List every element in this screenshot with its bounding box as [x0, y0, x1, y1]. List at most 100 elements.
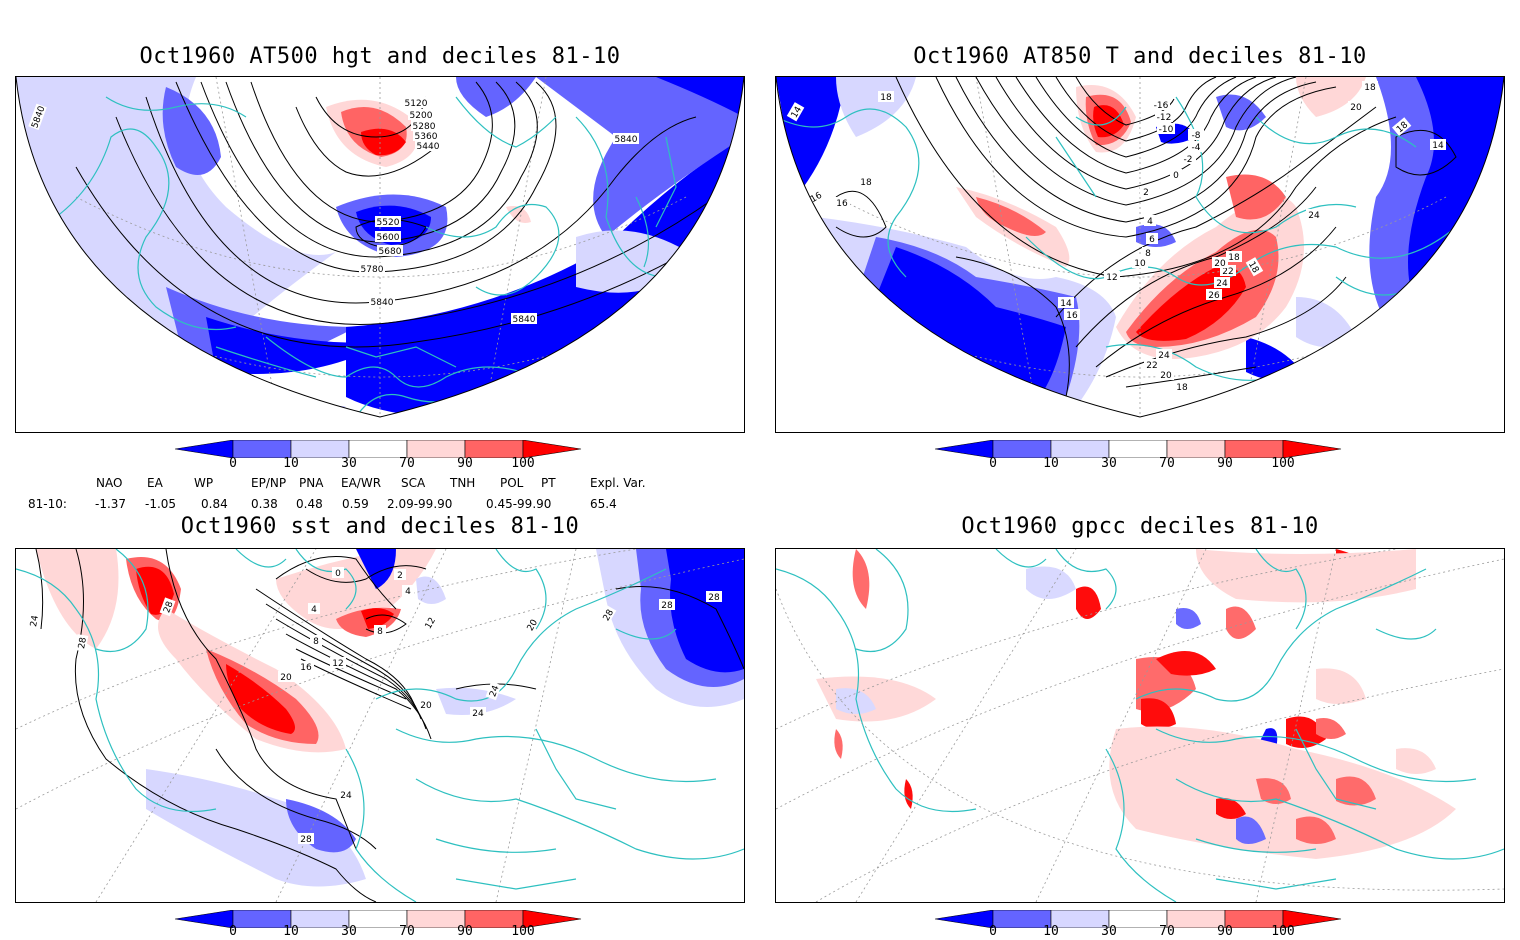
contour-label: 4	[405, 587, 411, 597]
contour-label: 5360	[415, 132, 438, 142]
index-value: 0.48	[296, 497, 323, 511]
colorbar-segment	[934, 439, 994, 459]
map-panel-z500: 5840 5120 5200 5280 5360 5440 5840 5520 …	[15, 76, 745, 433]
contour-label: 5200	[410, 111, 433, 121]
colorbar-tick: 90	[457, 456, 473, 471]
colorbar-tick: 100	[511, 456, 535, 471]
contour-label: 8	[377, 627, 383, 637]
contour-label: 5520	[377, 218, 400, 228]
colorbar-tick: 10	[283, 924, 299, 939]
contour-label: 18	[880, 93, 892, 103]
colorbar-tick: 30	[341, 924, 357, 939]
colorbar-tick: 30	[341, 456, 357, 471]
colorbar-segment	[522, 439, 582, 459]
contour-label: 4	[1147, 217, 1153, 227]
contour-label: 28	[708, 593, 720, 603]
panel-title-br: Oct1960 gpcc deciles 81-10	[961, 514, 1319, 539]
contour-label: 0	[1173, 171, 1179, 181]
contour-label: 24	[472, 709, 484, 719]
colorbar-segment	[174, 909, 234, 929]
contour-label: 28	[77, 636, 89, 649]
contour-label: 5600	[377, 233, 400, 243]
contour-label: 24	[1308, 211, 1320, 221]
colorbar-tick: 0	[229, 924, 237, 939]
colorbar-tick: 70	[399, 924, 415, 939]
colorbar-top-left: 0 10 30 70 90 100	[174, 439, 585, 476]
contour-label: 12	[332, 659, 343, 669]
contour-label: 5280	[413, 122, 436, 132]
index-value: -1.37	[95, 497, 127, 511]
colorbar-tick: 90	[457, 924, 473, 939]
contour-label: 24	[340, 791, 352, 801]
contour-label: 28	[162, 600, 175, 614]
contour-label: 28	[300, 835, 312, 845]
colorbar-tick: 100	[511, 924, 535, 939]
contour-label: 22	[1222, 267, 1233, 277]
panel-title-tr: Oct1960 AT850 T and deciles 81-10	[913, 44, 1367, 69]
index-value: -1.05	[145, 497, 177, 511]
contour-label: 5120	[405, 99, 428, 109]
contour-label: 12	[1106, 273, 1117, 283]
contour-label: 0	[335, 569, 341, 579]
colorbar-tick: 0	[989, 924, 997, 939]
colorbar-segment	[934, 909, 994, 929]
colorbar-bottom-right: 0 10 30 70 90 100	[934, 909, 1345, 940]
contour-label: 18	[860, 178, 872, 188]
colorbar-tick: 100	[1271, 924, 1295, 939]
contour-label: 24	[1216, 279, 1228, 289]
contour-label: 26	[1208, 291, 1220, 301]
index-header: Expl. Var.	[590, 476, 646, 490]
contour-label: -8	[1192, 131, 1201, 141]
index-header: WP	[194, 476, 214, 490]
contour-label: 16	[1066, 311, 1078, 321]
contour-label: -2	[1184, 155, 1193, 165]
contour-label: 5780	[361, 265, 384, 275]
colorbar-segment	[522, 909, 582, 929]
contour-label: 5840	[371, 298, 394, 308]
index-header: EA/WR	[341, 476, 382, 490]
contour-label: 18	[1228, 253, 1240, 263]
index-value: 2.09-99.90	[387, 497, 453, 511]
contour-label: 8	[1145, 249, 1151, 259]
colorbar-segment	[1282, 439, 1342, 459]
colorbar-tick: 70	[399, 456, 415, 471]
contour-label: 24	[1158, 351, 1170, 361]
contour-label: 20	[1214, 259, 1226, 269]
contour-label: 24	[488, 684, 501, 698]
index-value: 0.45-99.90	[486, 497, 552, 511]
contour-label: 24	[29, 614, 41, 627]
contour-label: -12	[1157, 113, 1172, 123]
colorbar-tick: 0	[229, 456, 237, 471]
contour-label: 5840	[615, 135, 638, 145]
contour-labels-sst: 24 28 28 4 0 2 4 8 8 12 16 20 12 20 24 2…	[26, 567, 722, 845]
index-header: SCA	[401, 476, 426, 490]
contour-label: -16	[1154, 101, 1169, 111]
index-value: 0.59	[342, 497, 369, 511]
map-panel-t850: 14 18 16 18 -16 -12 -10 -8 -4 -2 0 2 20 …	[775, 76, 1505, 433]
contour-label: 14	[1060, 299, 1072, 309]
contour-label: 20	[1350, 103, 1362, 113]
contour-label: 18	[1176, 383, 1188, 393]
map-panel-gpcc	[775, 548, 1505, 903]
colorbar-tick: 100	[1271, 456, 1295, 471]
contour-label: 2	[397, 571, 403, 581]
contour-label: 16	[300, 663, 312, 673]
colorbar-tick: 30	[1101, 456, 1117, 471]
contour-label: 2	[1143, 188, 1149, 198]
colorbar-segment	[174, 439, 234, 459]
index-header: PT	[541, 476, 556, 490]
contour-label: 28	[661, 601, 673, 611]
colorbar-tick: 90	[1217, 456, 1233, 471]
contour-label: -4	[1192, 143, 1201, 153]
colorbar-tick: 70	[1159, 924, 1175, 939]
contour-label: 6	[1149, 235, 1155, 245]
contour-label: 20	[420, 701, 432, 711]
index-header: EP/NP	[251, 476, 287, 490]
colorbar-tick: 30	[1101, 924, 1117, 939]
colorbar-tick: 10	[1043, 456, 1059, 471]
colorbar-tick: 10	[1043, 924, 1059, 939]
colorbar-bottom-left: 0 10 30 70 90 100	[174, 909, 585, 940]
index-row-label: 81-10:	[28, 497, 67, 511]
contour-label: 14	[1432, 141, 1444, 151]
contour-label: 5440	[417, 142, 440, 152]
